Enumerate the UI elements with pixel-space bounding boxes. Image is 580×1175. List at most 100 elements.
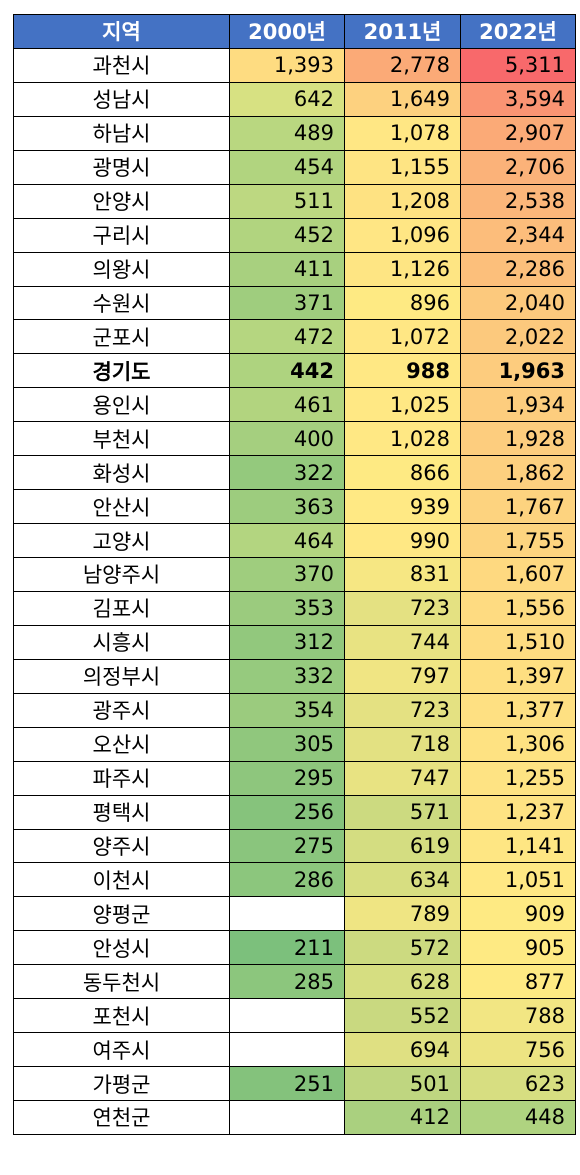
value-2011-cell: 896: [344, 285, 461, 321]
region-cell: 안양시: [13, 183, 230, 219]
region-cell: 성남시: [13, 81, 230, 117]
value-2011-cell: 797: [344, 658, 461, 694]
table-row: 용인시 461 1,025 1,934: [13, 387, 576, 423]
header-2000: 2000년: [229, 14, 345, 49]
value-2000-cell: 251: [229, 1066, 345, 1101]
header-region: 지역: [13, 14, 230, 49]
value-2011-cell: 988: [344, 353, 461, 389]
region-cell: 안성시: [13, 930, 230, 966]
header-2011: 2011년: [344, 14, 461, 49]
value-2022-cell: 2,040: [460, 285, 576, 321]
region-cell: 광주시: [13, 692, 230, 728]
value-2022-cell: 1,397: [460, 658, 576, 694]
table-body: 과천시 1,393 2,778 5,311 성남시 642 1,649 3,594 하남시 489…: [13, 47, 576, 1135]
table-row: 성남시 642 1,649 3,594: [13, 81, 576, 117]
value-2011-cell: 1,072: [344, 319, 461, 355]
region-cell: 의왕시: [13, 251, 230, 287]
table-row: 광명시 454 1,155 2,706: [13, 149, 576, 185]
table-row: 하남시 489 1,078 2,907: [13, 115, 576, 151]
value-2011-cell: 572: [344, 930, 461, 966]
value-2022-cell: 877: [460, 964, 576, 1000]
table-row: 시흥시 312 744 1,510: [13, 624, 576, 660]
value-2022-cell: 2,706: [460, 149, 576, 185]
value-2000-cell: 400: [229, 421, 345, 457]
value-2000-cell: [229, 896, 345, 932]
table-row: 광주시 354 723 1,377: [13, 692, 576, 728]
value-2000-cell: [229, 1100, 345, 1135]
value-2011-cell: 718: [344, 726, 461, 762]
table-row: 파주시 295 747 1,255: [13, 760, 576, 796]
header-2022: 2022년: [460, 14, 576, 49]
value-2011-cell: 552: [344, 998, 461, 1034]
region-cell: 화성시: [13, 455, 230, 491]
value-2011-cell: 1,208: [344, 183, 461, 219]
region-cell: 평택시: [13, 794, 230, 830]
region-cell: 고양시: [13, 523, 230, 558]
value-2022-cell: 1,755: [460, 523, 576, 558]
region-cell: 안산시: [13, 489, 230, 525]
value-2022-cell: 1,306: [460, 726, 576, 762]
region-cell: 포천시: [13, 998, 230, 1034]
value-2022-cell: 623: [460, 1066, 576, 1101]
value-2000-cell: 511: [229, 183, 345, 219]
table-row: 평택시 256 571 1,237: [13, 794, 576, 830]
value-2011-cell: 1,028: [344, 421, 461, 457]
table-row: 연천군 412 448: [13, 1100, 576, 1135]
value-2011-cell: 723: [344, 590, 461, 626]
value-2022-cell: 1,255: [460, 760, 576, 796]
value-2011-cell: 501: [344, 1066, 461, 1101]
table-row: 안양시 511 1,208 2,538: [13, 183, 576, 219]
header-row: 지역 2000년 2011년 2022년: [13, 14, 576, 49]
data-table: 지역 2000년 2011년 2022년 과천시 1,393 2,778 5,311 성…: [13, 14, 576, 1135]
table-row: 김포시 353 723 1,556: [13, 590, 576, 626]
value-2022-cell: 1,862: [460, 455, 576, 491]
region-cell: 파주시: [13, 760, 230, 796]
table-row: 군포시 472 1,072 2,022: [13, 319, 576, 355]
value-2022-cell: 2,344: [460, 217, 576, 253]
value-2000-cell: 472: [229, 319, 345, 355]
value-2022-cell: 1,767: [460, 489, 576, 525]
value-2000-cell: 211: [229, 930, 345, 966]
value-2011-cell: 723: [344, 692, 461, 728]
value-2011-cell: 571: [344, 794, 461, 830]
value-2000-cell: 371: [229, 285, 345, 321]
table-row: 구리시 452 1,096 2,344: [13, 217, 576, 253]
value-2011-cell: 1,126: [344, 251, 461, 287]
table-row: 동두천시 285 628 877: [13, 964, 576, 1000]
table-row: 경기도 442 988 1,963: [13, 353, 576, 389]
value-2000-cell: 642: [229, 81, 345, 117]
region-cell: 이천시: [13, 862, 230, 898]
value-2022-cell: 2,022: [460, 319, 576, 355]
value-2000-cell: 286: [229, 862, 345, 898]
table-row: 가평군 251 501 623: [13, 1066, 576, 1101]
table-row: 화성시 322 866 1,862: [13, 455, 576, 491]
region-cell: 하남시: [13, 115, 230, 151]
region-cell: 동두천시: [13, 964, 230, 1000]
region-cell: 오산시: [13, 726, 230, 762]
value-2022-cell: 1,510: [460, 624, 576, 660]
table-row: 남양주시 370 831 1,607: [13, 557, 576, 592]
region-cell: 남양주시: [13, 557, 230, 592]
value-2022-cell: 1,934: [460, 387, 576, 423]
value-2011-cell: 628: [344, 964, 461, 1000]
table-row: 양평군 789 909: [13, 896, 576, 932]
value-2011-cell: 1,096: [344, 217, 461, 253]
value-2022-cell: 1,141: [460, 828, 576, 864]
region-cell: 부천시: [13, 421, 230, 457]
value-2000-cell: 332: [229, 658, 345, 694]
value-2000-cell: 1,393: [229, 47, 345, 83]
value-2022-cell: 448: [460, 1100, 576, 1135]
value-2022-cell: 1,051: [460, 862, 576, 898]
table-row: 과천시 1,393 2,778 5,311: [13, 47, 576, 83]
value-2000-cell: [229, 998, 345, 1034]
region-cell: 경기도: [13, 353, 230, 389]
value-2000-cell: 454: [229, 149, 345, 185]
value-2022-cell: 905: [460, 930, 576, 966]
table-row: 양주시 275 619 1,141: [13, 828, 576, 864]
table-row: 수원시 371 896 2,040: [13, 285, 576, 321]
region-cell: 과천시: [13, 47, 230, 83]
table-row: 포천시 552 788: [13, 998, 576, 1034]
value-2000-cell: 305: [229, 726, 345, 762]
value-2022-cell: 1,556: [460, 590, 576, 626]
value-2000-cell: 442: [229, 353, 345, 389]
